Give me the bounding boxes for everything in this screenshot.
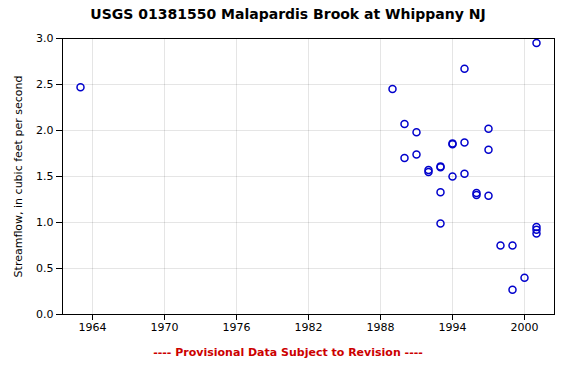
svg-text:1982: 1982	[295, 321, 323, 334]
html-text:---- Provisional Data Subject: ---- Provisional Data Subject to Revisio…	[153, 346, 423, 359]
html-text:USGS 01381550 Malapardis Brook: USGS 01381550 Malapardis Brook at Whippa…	[90, 6, 486, 22]
svg-text:1.5: 1.5	[36, 170, 54, 183]
svg-text:Streamflow, in cubic feet per: Streamflow, in cubic feet per second	[12, 76, 25, 278]
svg-text:1988: 1988	[367, 321, 395, 334]
svg-text:1994: 1994	[439, 321, 467, 334]
svg-text:1970: 1970	[151, 321, 179, 334]
svg-text:0.0: 0.0	[36, 308, 54, 321]
svg-text:0.5: 0.5	[36, 262, 54, 275]
svg-text:1.0: 1.0	[36, 216, 54, 229]
svg-text:1964: 1964	[79, 321, 107, 334]
svg-text:1976: 1976	[223, 321, 251, 334]
svg-text:2.5: 2.5	[36, 78, 54, 91]
svg-text:3.0: 3.0	[36, 32, 54, 45]
svg-text:2000: 2000	[511, 321, 539, 334]
svg-text:2.0: 2.0	[36, 124, 54, 137]
